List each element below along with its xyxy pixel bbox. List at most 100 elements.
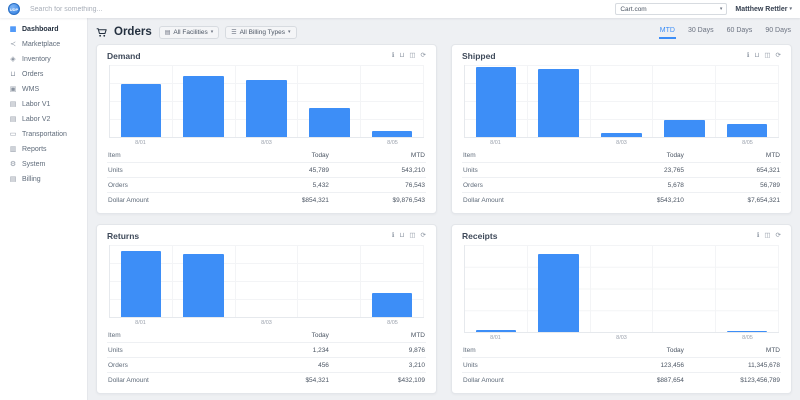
info-icon[interactable]: ℹ (746, 51, 750, 59)
table-cell: 76,543 (405, 181, 425, 189)
sidebar-item-dashboard[interactable]: ▦ Dashboard (0, 22, 87, 37)
panel-table: Item Today MTD Units 23,765 654,321 Orders 5,67… (462, 148, 781, 207)
cart-icon[interactable]: ⊔ (754, 51, 760, 59)
bar (726, 331, 768, 332)
panel-demand: Demand ℹ ⊔ ◫ ⟳ 8/01 8/03 8/05 Item Today MTD Uni… (96, 44, 437, 214)
chart-column (653, 245, 717, 332)
all-facilities-filter[interactable]: ▤ All Facilities ▾ (158, 25, 220, 39)
sitemap-icon[interactable]: ◫ (764, 51, 771, 59)
cart-icon[interactable]: ⊔ (399, 231, 405, 239)
panel-shipped: Shipped ℹ ⊔ ◫ ⟳ 8/01 8/03 8/05 Item Today MTD Un… (451, 44, 792, 214)
table-cell: 5,678 (667, 181, 684, 189)
caret-down-icon: ▾ (210, 28, 214, 35)
list-icon: ☰ (231, 29, 237, 36)
table-cell: Item (108, 151, 121, 159)
badge-icon: ▤ (9, 101, 17, 108)
x-axis-label: 8/03 (616, 140, 627, 146)
all-billing-types-filter[interactable]: ☰ All Billing Types ▾ (225, 25, 297, 39)
grid-icon: ▦ (9, 26, 17, 33)
table-cell: Orders (108, 361, 128, 369)
bar (726, 124, 768, 137)
x-axis-label: 8/03 (261, 320, 272, 326)
x-axis-label (653, 333, 716, 342)
cart-icon[interactable]: ⊔ (399, 51, 405, 59)
table-cell: Item (463, 151, 476, 159)
refresh-icon[interactable]: ⟳ (420, 51, 426, 59)
x-axis-label: 8/01 (490, 140, 501, 146)
chart-column (173, 245, 236, 317)
bar (183, 75, 225, 137)
sidebar-item-labor-v1[interactable]: ▤ Labor V1 (0, 97, 87, 112)
x-axis-label: 8/01 (490, 335, 501, 341)
refresh-icon[interactable]: ⟳ (775, 51, 781, 59)
sidebar-item-billing[interactable]: ▤ Billing (0, 172, 87, 187)
chart-column (465, 65, 528, 137)
sidebar-item-label: Dashboard (22, 26, 59, 33)
table-cell: Dollar Amount (108, 376, 149, 384)
sitemap-icon[interactable]: ◫ (409, 231, 416, 239)
tab-mtd[interactable]: MTD (658, 25, 676, 39)
org-selector[interactable]: Cart.com ▾ (615, 3, 728, 15)
sidebar-item-label: Orders (22, 71, 44, 78)
tab-60-days[interactable]: 60 Days (726, 27, 753, 34)
x-axis-label (653, 138, 716, 147)
panel-returns: Returns ℹ ⊔ ◫ ⟳ 8/01 8/03 8/05 Item Today MTD Un… (96, 224, 437, 394)
info-icon[interactable]: ℹ (756, 231, 760, 239)
sidebar-item-orders[interactable]: ⊔ Orders (0, 67, 87, 82)
table-cell: 1,234 (312, 346, 329, 354)
chart-column (653, 65, 717, 137)
panel-title: Receipts (462, 231, 498, 241)
x-axis-label (298, 318, 361, 327)
chart-column (173, 65, 236, 137)
table-cell: 11,345,678 (747, 361, 780, 369)
info-icon[interactable]: ℹ (391, 51, 395, 59)
table-cell: Units (463, 361, 478, 369)
table-cell: 5,432 (312, 181, 329, 189)
tag-icon: ◈ (10, 56, 16, 63)
page-title: Orders (114, 26, 152, 38)
table-row: Dollar Amount $54,321 $432,109 (107, 372, 426, 387)
chart-plot-area (464, 245, 779, 333)
sitemap-icon[interactable]: ◫ (764, 231, 771, 239)
chart-column (591, 65, 654, 137)
sidebar-item-inventory[interactable]: ◈ Inventory (0, 52, 87, 67)
badge-icon: ▤ (9, 116, 17, 123)
table-cell: $887,654 (656, 376, 684, 384)
table-cell: Item (463, 346, 476, 354)
info-icon[interactable]: ℹ (391, 231, 395, 239)
panels-grid: Demand ℹ ⊔ ◫ ⟳ 8/01 8/03 8/05 Item Today MTD Uni… (96, 44, 792, 394)
global-search-input[interactable] (28, 4, 608, 14)
sidebar-item-labor-v2[interactable]: ▤ Labor V2 (0, 112, 87, 127)
refresh-icon[interactable]: ⟳ (420, 231, 426, 239)
x-axis-label: 8/03 (261, 140, 272, 146)
chart-column (528, 245, 591, 332)
table-header-row: Item Today MTD (462, 343, 781, 357)
refresh-icon[interactable]: ⟳ (775, 231, 781, 239)
sitemap-icon[interactable]: ◫ (409, 51, 416, 59)
table-cell: Orders (108, 181, 128, 189)
chart-column (110, 245, 173, 317)
chart-column (298, 65, 362, 137)
bar-chart: 8/01 8/03 8/05 (109, 65, 424, 147)
sidebar-item-reports[interactable]: ▥ Reports (0, 142, 87, 157)
table-cell: MTD (410, 331, 425, 339)
sidebar-item-transportation[interactable]: ▭ Transportation (0, 127, 87, 142)
chart-column (298, 245, 362, 317)
cart-icon: ⊔ (10, 71, 16, 78)
table-cell: 23,765 (664, 166, 684, 174)
table-cell: Dollar Amount (108, 196, 149, 204)
bar (475, 330, 517, 332)
sidebar-item-wms[interactable]: ▣ WMS (0, 82, 87, 97)
app-logo[interactable]: UDP (8, 3, 20, 15)
table-cell: Units (108, 346, 123, 354)
chart-column (236, 65, 299, 137)
user-menu[interactable]: Matthew Rettler ▾ (735, 6, 792, 13)
tab-90-days[interactable]: 90 Days (765, 27, 791, 34)
tab-30-days[interactable]: 30 Days (687, 27, 714, 34)
bar (538, 69, 580, 137)
table-cell: 9,876 (408, 346, 425, 354)
sidebar-item-marketplace[interactable]: ≺ Marketplace (0, 37, 87, 52)
table-cell: $9,876,543 (392, 196, 425, 204)
sidebar-item-system[interactable]: ⚙ System (0, 157, 87, 172)
x-axis-label: 8/05 (387, 140, 398, 146)
